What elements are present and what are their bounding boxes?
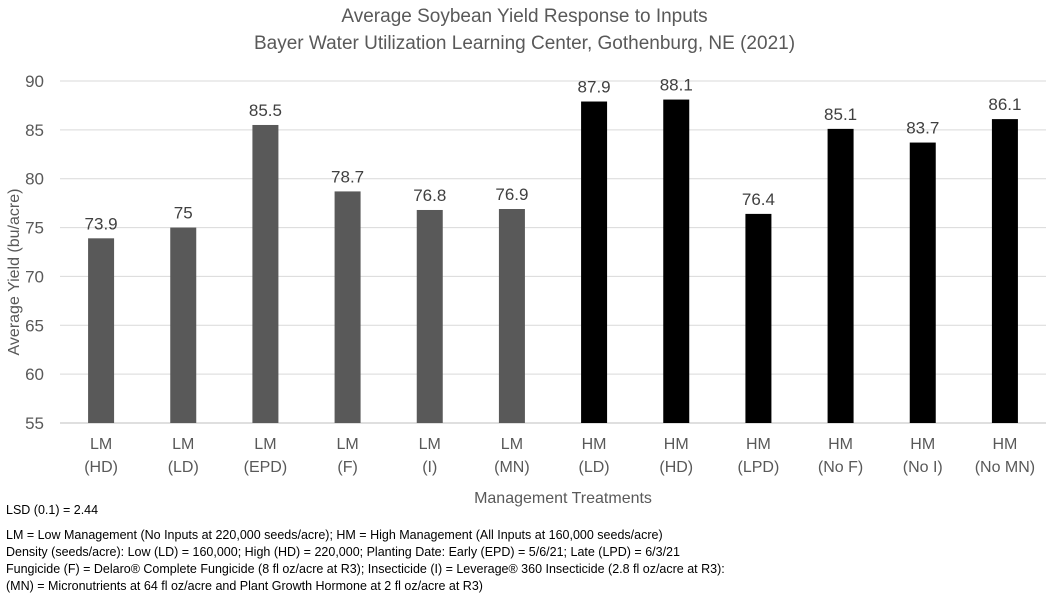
bar: [498, 209, 525, 423]
x-tick-label: LM: [172, 436, 194, 453]
data-label: 85.1: [824, 105, 857, 124]
x-tick-label: (LD): [579, 459, 610, 476]
data-label: 83.7: [906, 119, 939, 138]
x-tick-label: LM: [419, 436, 441, 453]
y-tick-label: 90: [25, 72, 44, 91]
bar: [827, 128, 854, 423]
x-tick-label: (EPD): [244, 459, 288, 476]
data-label: 76.8: [413, 186, 446, 205]
x-tick-label: HM: [910, 436, 935, 453]
x-tick-label: (No F): [818, 459, 863, 476]
x-tick-label: HM: [664, 436, 689, 453]
x-tick-label: (MN): [494, 459, 530, 476]
footnote-management: LM = Low Management (No Inputs at 220,00…: [6, 528, 663, 542]
bar: [88, 238, 115, 423]
bar: [334, 191, 361, 423]
bar: [745, 213, 772, 423]
x-tick-label: (No I): [903, 459, 943, 476]
x-axis-title: Management Treatments: [474, 490, 652, 507]
x-tick-label: (F): [337, 459, 357, 476]
data-label: 76.4: [742, 190, 775, 209]
bar: [909, 142, 936, 423]
y-tick-label: 55: [25, 414, 44, 433]
x-tick-label: LM: [90, 436, 112, 453]
x-tick-label: (HD): [84, 459, 118, 476]
x-tick-label: LM: [501, 436, 523, 453]
y-tick-label: 70: [25, 267, 44, 286]
x-tick-label: HM: [746, 436, 771, 453]
x-tick-label: (No MN): [975, 459, 1035, 476]
y-tick-label: 80: [25, 170, 44, 189]
data-label: 88.1: [660, 76, 693, 95]
bar: [663, 99, 690, 424]
bar: [170, 227, 197, 423]
bar: [252, 124, 279, 423]
x-tick-label: (I): [422, 459, 437, 476]
x-tick-label: HM: [582, 436, 607, 453]
data-label: 73.9: [85, 214, 118, 233]
y-tick-label: 60: [25, 365, 44, 384]
data-label: 86.1: [988, 95, 1021, 114]
x-tick-label: HM: [828, 436, 853, 453]
y-axis-title: Average Yield (bu/acre): [6, 189, 23, 356]
data-label: 75: [174, 204, 193, 223]
x-tick-label: LM: [254, 436, 276, 453]
y-tick-label: 85: [25, 121, 44, 140]
chart-subtitle: Bayer Water Utilization Learning Center,…: [253, 33, 796, 54]
x-tick-label: (LPD): [738, 459, 780, 476]
x-tick-label: LM: [336, 436, 358, 453]
data-label: 76.9: [495, 185, 528, 204]
data-label: 78.7: [331, 167, 364, 186]
data-label: 87.9: [578, 78, 611, 97]
chart-title: Average Soybean Yield Response to Inputs: [341, 6, 708, 27]
lsd-note: LSD (0.1) = 2.44: [6, 503, 99, 517]
x-tick-label: HM: [992, 436, 1017, 453]
y-tick-label: 75: [25, 219, 44, 238]
footnote-density: Density (seeds/acre): Low (LD) = 160,000…: [6, 545, 680, 559]
x-tick-label: (LD): [168, 459, 199, 476]
footnote-fungicide: Fungicide (F) = Delaro® Complete Fungici…: [6, 562, 725, 576]
bar: [991, 119, 1018, 423]
data-label: 85.5: [249, 101, 282, 120]
x-tick-label: (HD): [659, 459, 693, 476]
bar: [581, 101, 608, 424]
y-tick-label: 65: [25, 316, 44, 335]
footnote-micronutrients: (MN) = Micronutrients at 64 fl oz/acre a…: [6, 579, 483, 593]
bar: [416, 209, 443, 423]
